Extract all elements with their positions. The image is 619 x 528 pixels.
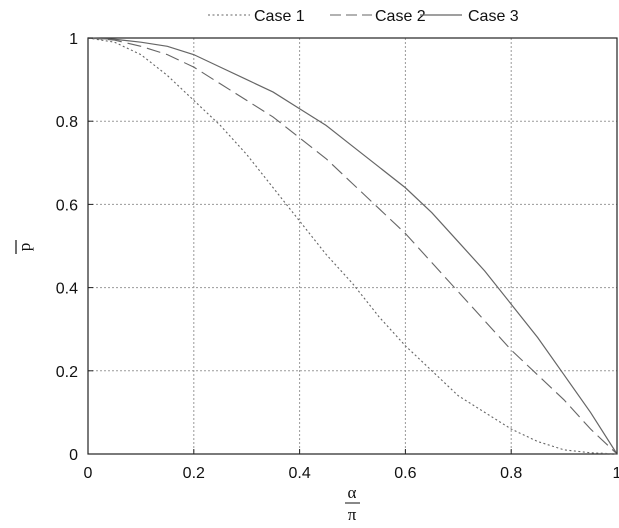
y-axis-label: p [15, 240, 34, 254]
series-line-case-1 [87, 37, 618, 455]
x-axis-label-numerator: α [348, 483, 357, 502]
legend-label-case-3: Case 3 [468, 8, 519, 25]
series-line-case-3 [87, 37, 618, 455]
x-axis-label-denominator: π [348, 505, 357, 524]
y-axis-label-text: p [15, 243, 34, 252]
x-tick-label: 0.4 [288, 465, 310, 482]
x-tick-label: 0.2 [183, 465, 205, 482]
legend: Case 1 Case 2 Case 3 [208, 8, 519, 25]
y-tick-label: 0.4 [56, 281, 78, 298]
x-tick-label: 0 [84, 465, 93, 482]
y-tick-label: 0.8 [56, 114, 78, 131]
series-line-case-2 [87, 37, 618, 455]
x-tick-label: 0.8 [500, 465, 522, 482]
plot-frame [87, 37, 618, 455]
x-tick-label: 1 [613, 465, 619, 482]
tick-labels: 0 0.2 0.4 0.6 0.8 1 0 0.2 0.4 0.6 0.8 1 [56, 31, 619, 482]
y-tick-label: 1 [69, 31, 78, 48]
y-tick-label: 0.2 [56, 364, 78, 381]
legend-label-case-1: Case 1 [254, 8, 305, 25]
grid-layer [88, 38, 617, 454]
y-tick-label: 0.6 [56, 197, 78, 214]
legend-label-case-2: Case 2 [375, 8, 426, 25]
x-tick-label: 0.6 [394, 465, 416, 482]
series-layer [87, 37, 618, 455]
y-tick-label: 0 [69, 447, 78, 464]
x-axis-label: α π [345, 483, 360, 524]
